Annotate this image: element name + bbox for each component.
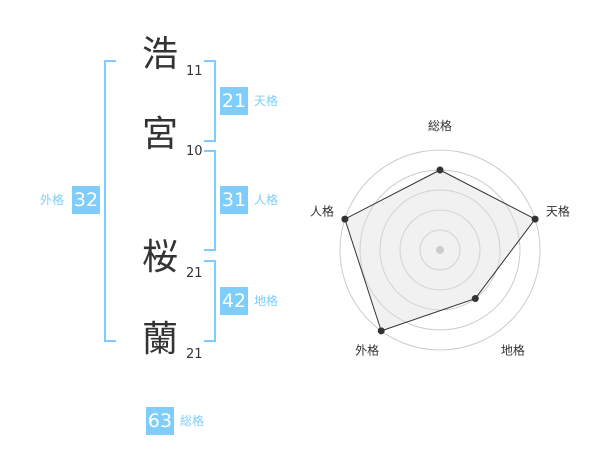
chikaku-bracket [204,260,216,342]
radar-center [436,246,444,254]
radar-axis-label: 人格 [310,204,334,219]
name-char: 蘭 [141,319,178,360]
jinkaku-value: 31 [220,186,248,214]
tenkaku-value: 21 [220,87,248,115]
gaikaku-label: 外格 [40,193,65,207]
radar-axis-label: 外格 [355,342,379,357]
stroke-count: 21 [186,266,203,281]
radar-point [436,166,444,174]
gaikaku-bracket [104,60,116,342]
name-char: 桜 [141,237,178,278]
soukaku-label: 総格 [180,414,205,428]
tenkaku-label: 天格 [254,94,279,108]
radar-ring [379,189,501,311]
chikaku-value: 42 [220,287,248,315]
tenkaku-bracket [204,60,216,142]
radar-axis-label: 総格 [428,118,452,133]
name-char: 宮 [141,114,178,155]
radar-point [341,215,349,223]
radar-point [471,295,479,303]
radar-ring [339,149,541,351]
radar-axis-label: 地格 [501,342,525,357]
stroke-count: 21 [186,347,203,362]
gaikaku-value: 32 [72,186,100,214]
stroke-count: 10 [186,144,203,159]
name-char: 浩 [141,34,178,75]
soukaku-value: 63 [146,407,174,435]
radar-ring [419,229,461,271]
chikaku-label: 地格 [254,294,279,308]
radar-point [531,215,539,223]
jinkaku-label: 人格 [254,193,279,207]
stroke-count: 11 [186,64,203,79]
radar-ring [399,209,481,291]
radar-point [377,327,385,335]
jinkaku-bracket [204,150,216,251]
radar-axis-label: 天格 [546,204,570,219]
